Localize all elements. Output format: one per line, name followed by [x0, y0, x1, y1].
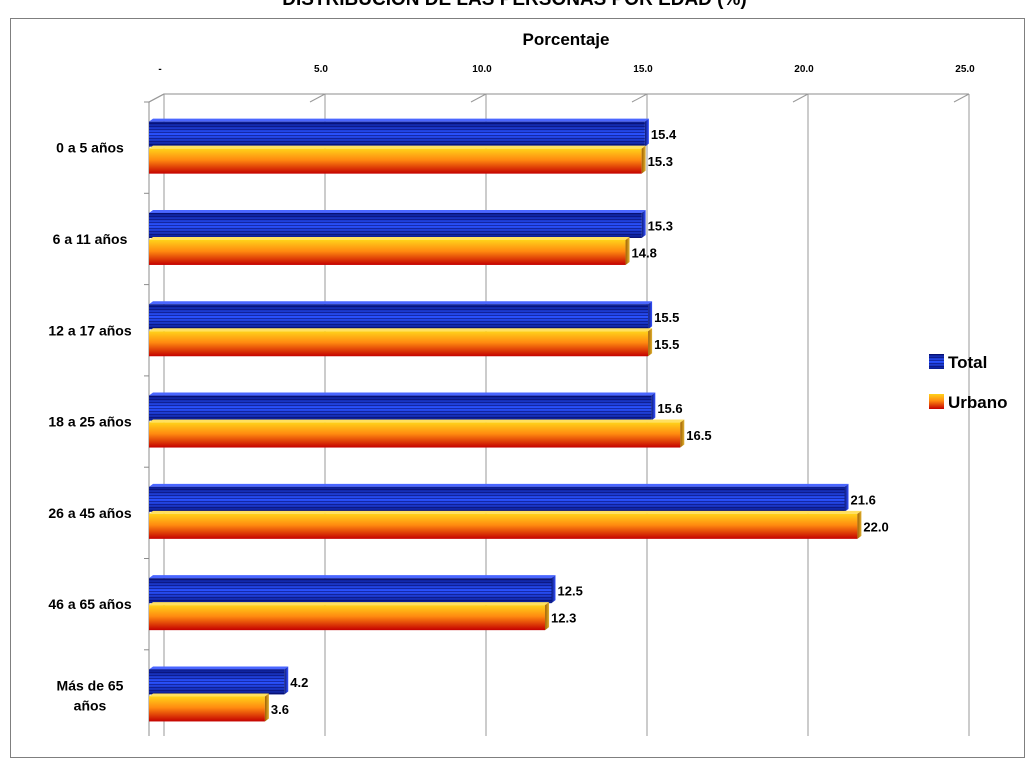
bar-stripes — [149, 395, 652, 421]
legend-swatch — [929, 394, 944, 409]
category-label: 26 a 45 años — [48, 505, 131, 521]
bars — [149, 118, 862, 722]
bar-end-face — [644, 118, 649, 147]
bar-end-face — [284, 666, 289, 695]
x-tick-label: - — [158, 64, 161, 75]
bar-top-face — [149, 118, 649, 122]
bar — [149, 513, 858, 539]
bar — [149, 331, 649, 357]
category-label: 0 a 5 años — [56, 140, 124, 156]
bar-stripes — [149, 304, 649, 330]
bar-end-face — [264, 693, 269, 722]
bar-top-face — [149, 693, 269, 697]
bar-end-face — [651, 392, 656, 421]
data-label: 4.2 — [290, 675, 308, 690]
bar-end-face — [641, 209, 646, 238]
bar-top-face — [149, 328, 653, 332]
bar — [149, 422, 681, 448]
x-tick-label: 5.0 — [314, 64, 328, 75]
gridline-depth — [953, 93, 970, 103]
bar-stripes — [149, 121, 645, 147]
category-label: 46 a 65 años — [48, 596, 131, 612]
gridline-depth — [148, 93, 165, 103]
x-tick-label: 10.0 — [472, 64, 492, 75]
data-label: 14.8 — [632, 245, 657, 260]
bar-end-face — [680, 419, 685, 448]
bar-end-face — [545, 602, 550, 631]
data-label: 15.5 — [654, 310, 679, 325]
category-label: 12 a 17 años — [48, 322, 131, 338]
bar-top-face — [149, 666, 289, 670]
gridline-depth — [470, 93, 487, 103]
bar-top-face — [149, 419, 685, 423]
bar-stripes — [149, 212, 642, 238]
legend: Total Urbano — [929, 353, 1008, 412]
bar-top-face — [149, 483, 849, 487]
bar-end-face — [648, 328, 653, 357]
gridline-depth — [631, 93, 648, 103]
bar-top-face — [149, 510, 862, 514]
x-axis-title: Porcentaje — [523, 30, 610, 49]
category-label: 6 a 11 años — [53, 231, 128, 247]
bar-top-face — [149, 392, 656, 396]
bar-top-face — [149, 575, 556, 579]
bar-top-face — [149, 209, 646, 213]
bar-stripes — [149, 578, 552, 604]
x-tick-label: 15.0 — [633, 64, 653, 75]
bar — [149, 239, 626, 265]
data-label: 22.0 — [863, 519, 888, 534]
bar-end-face — [551, 575, 556, 604]
legend-label: Total — [948, 353, 987, 372]
bar — [149, 605, 546, 631]
axes: - 5.0 10.0 15.0 20.0 25.0 Porcentaje 0 a 5 años… — [48, 30, 975, 736]
legend-swatch-stripes — [929, 354, 944, 369]
bar-end-face — [625, 236, 630, 265]
data-label: 15.5 — [654, 337, 679, 352]
data-labels: 15.4 15.3 15.3 14.8 15.5 15.5 15.6 16.5 21.6 22.0… — [271, 127, 889, 717]
legend-label: Urbano — [948, 393, 1008, 412]
data-label: 15.6 — [657, 401, 682, 416]
bar-top-face — [149, 145, 646, 149]
gridline-depth — [309, 93, 326, 103]
bar-end-face — [857, 510, 862, 539]
data-label: 12.3 — [551, 611, 576, 626]
bar-top-face — [149, 236, 630, 240]
bar-end-face — [641, 145, 646, 174]
chart-title: DISTRIBUCIÓN DE LAS PERSONAS POR EDAD (%… — [0, 0, 1029, 11]
data-label: 12.5 — [558, 584, 583, 599]
bar — [149, 696, 265, 722]
x-tick-label: 25.0 — [955, 64, 975, 75]
bar — [149, 148, 642, 174]
data-label: 16.5 — [686, 428, 711, 443]
bar-top-face — [149, 602, 550, 606]
gridline-depth — [792, 93, 809, 103]
data-label: 15.3 — [648, 154, 673, 169]
bar-stripes — [149, 669, 285, 695]
data-label: 15.4 — [651, 127, 677, 142]
category-label: 18 a 25 años — [48, 414, 131, 430]
bar-end-face — [844, 483, 849, 512]
data-label: 3.6 — [271, 702, 289, 717]
category-label: Más de 65 años — [57, 677, 124, 713]
data-label: 15.3 — [648, 218, 673, 233]
bar-stripes — [149, 486, 845, 512]
bar-top-face — [149, 301, 653, 305]
bar-end-face — [648, 301, 653, 330]
data-label: 21.6 — [851, 492, 876, 507]
x-tick-label: 20.0 — [794, 64, 814, 75]
